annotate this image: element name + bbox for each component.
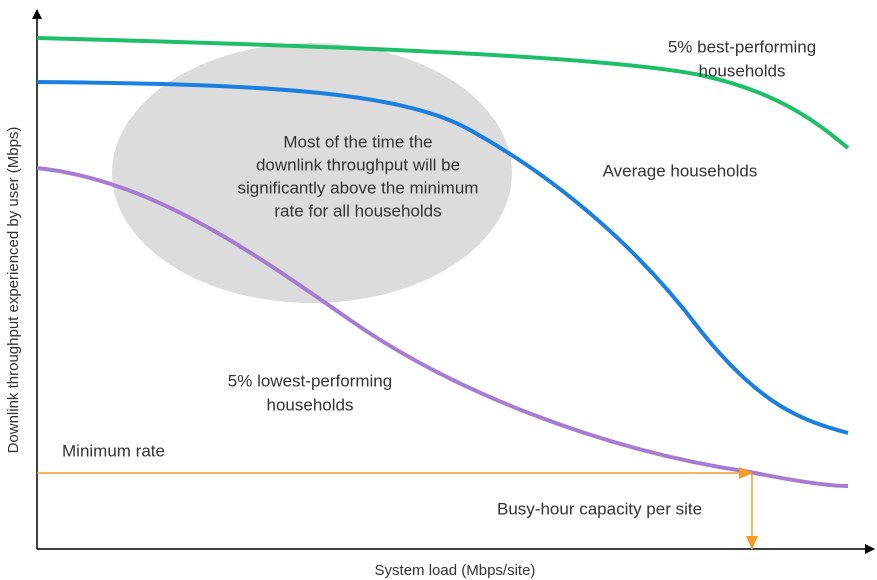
ellipse-text: downlink throughput will be	[256, 155, 460, 174]
ellipse-text: Most of the time the	[283, 132, 432, 151]
busy-label: Busy-hour capacity per site	[497, 499, 702, 518]
average-label: Average households	[603, 161, 758, 180]
y-axis-label: Downlink throughput experienced by user …	[5, 127, 22, 454]
minimum-label: Minimum rate	[62, 441, 165, 460]
lowest-label: 5% lowest-performing	[228, 371, 392, 390]
average-curve	[36, 80, 849, 435]
ellipse-text: rate for all households	[274, 201, 441, 220]
lowest-curve	[36, 166, 849, 488]
lowest-label: households	[267, 395, 354, 414]
best-curve	[36, 36, 850, 150]
x-axis-label: System load (Mbps/site)	[375, 562, 536, 579]
best-label: 5% best-performing	[668, 37, 816, 56]
best-label: households	[699, 61, 786, 80]
ellipse-text: significantly above the minimum	[238, 178, 479, 197]
